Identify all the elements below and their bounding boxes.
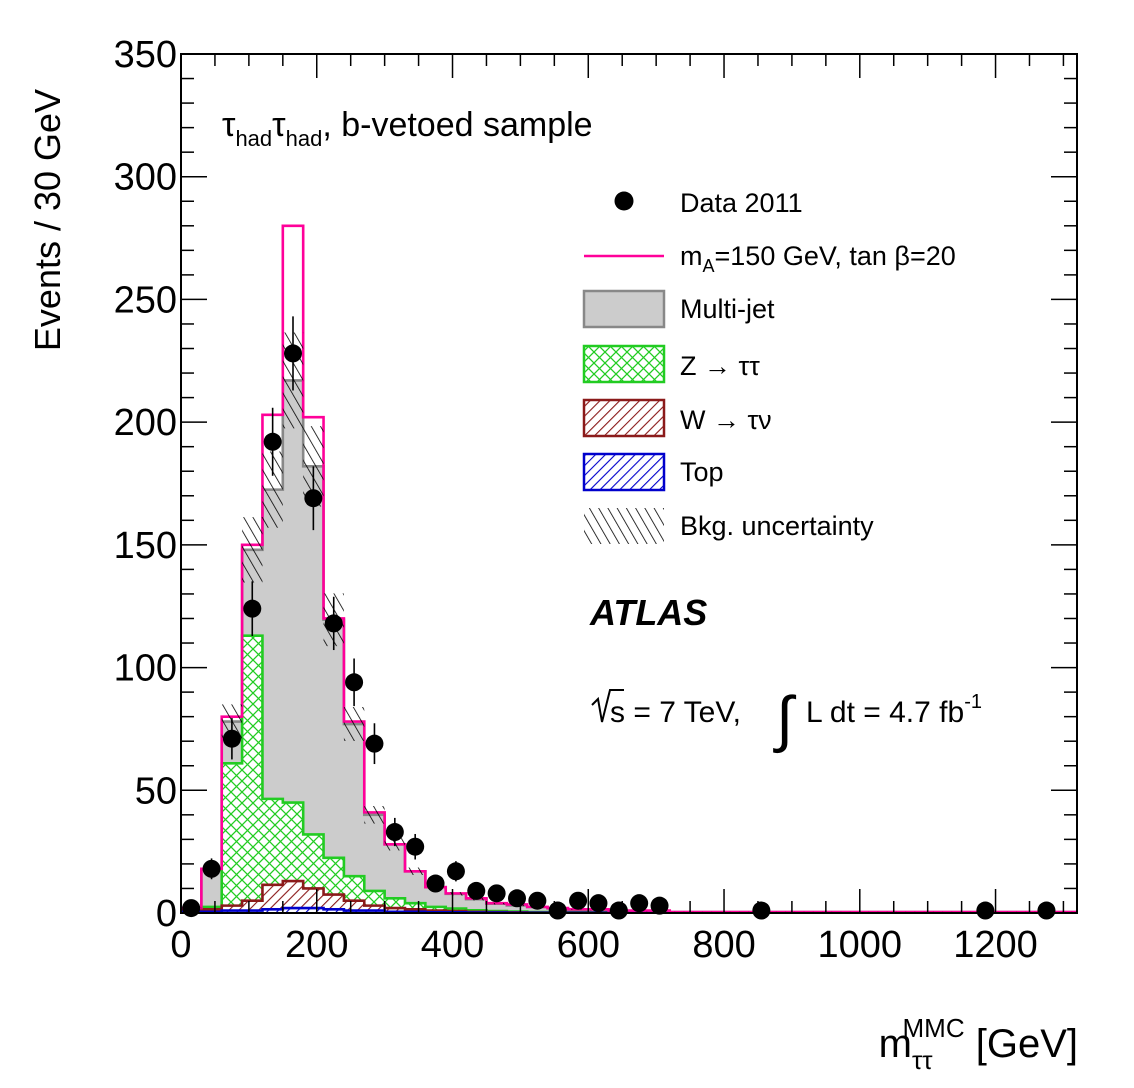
data-point — [202, 859, 221, 878]
legend-marker-top — [582, 452, 666, 492]
y-tick-label: 150 — [114, 525, 177, 567]
x-tick-label: 400 — [421, 924, 484, 966]
data-point — [467, 881, 486, 900]
lumi-text: L dt = 4.7 fb-1 — [806, 691, 982, 729]
legend-label-uncertainty: Bkg. uncertainty — [680, 511, 874, 541]
y-tick-label: 0 — [156, 893, 177, 935]
x-tick-label: 800 — [692, 924, 755, 966]
y-tick-label: 200 — [114, 402, 177, 444]
x-tick-label: 200 — [285, 924, 348, 966]
legend-label-wtaunu: W → τν — [680, 405, 772, 435]
y-tick-label: 250 — [114, 279, 177, 321]
channel-annotation: τhadτhad, b-vetoed sample — [222, 106, 593, 151]
legend-marker-uncertainty — [584, 508, 664, 544]
legend-label-data: Data 2011 — [680, 188, 803, 218]
data-point — [487, 884, 506, 903]
annotation-tau-1: τ — [222, 106, 236, 144]
y-tick-labels: 0 50 100 150 200 250 300 350 — [114, 34, 177, 935]
x-axis-title-unit: [GeV] — [965, 1022, 1078, 1066]
legend-marker-data — [614, 191, 634, 211]
data-point — [406, 837, 425, 856]
data-point — [182, 899, 201, 918]
legend: Data 2011 mA=150 GeV, tan β=20 Multi-jet… — [582, 188, 956, 544]
data-point — [752, 901, 771, 920]
data-point — [630, 894, 649, 913]
data-point — [609, 901, 628, 920]
sqrt-symbol — [591, 689, 624, 723]
legend-marker-wtaunu — [582, 398, 666, 438]
axis-ticks — [180, 53, 1077, 914]
annotation-had-1: had — [235, 126, 272, 151]
data-point — [1037, 901, 1056, 920]
legend-signal-sub: A — [703, 256, 715, 276]
legend-label-multijet: Multi-jet — [680, 294, 775, 324]
x-axis-title-main: m — [879, 1022, 912, 1066]
legend-label-ztautau: Z → ττ — [680, 351, 760, 381]
x-tick-labels: 0 200 400 600 800 1000 1200 — [170, 924, 1037, 966]
x-axis-title-sup: MMC — [903, 1013, 965, 1043]
data-point — [284, 344, 302, 363]
legend-label-top: Top — [680, 457, 724, 487]
experiment-label: ATLAS — [589, 592, 707, 633]
data-point — [650, 896, 669, 915]
data-points — [182, 316, 1056, 920]
data-point — [446, 862, 465, 881]
y-tick-label: 350 — [114, 34, 177, 76]
x-axis-title: mττMMC [GeV] — [879, 1013, 1078, 1075]
data-point — [508, 889, 526, 908]
sqrt-s-text: s = 7 TeV, — [610, 696, 741, 729]
y-tick-label: 50 — [135, 770, 177, 812]
annotation-sample-text: b-vetoed sample — [332, 106, 593, 144]
annotation-sep: , — [322, 106, 331, 144]
x-tick-label: 1000 — [818, 924, 903, 966]
data-point — [263, 432, 282, 451]
x-tick-label: 0 — [170, 924, 191, 966]
data-point — [426, 874, 445, 893]
annotation-had-2: had — [286, 126, 323, 151]
integral-symbol: ∫ — [773, 685, 797, 754]
data-point — [528, 891, 547, 910]
legend-label-signal: mA=150 GeV, tan β=20 — [680, 241, 956, 276]
data-point — [345, 673, 364, 692]
data-point — [365, 734, 384, 753]
data-point — [589, 894, 608, 913]
data-point — [222, 729, 241, 748]
legend-marker-ztautau — [582, 344, 666, 384]
lumi-value: L dt = 4.7 fb — [806, 696, 964, 729]
legend-signal-rest: =150 GeV, tan β=20 — [715, 241, 956, 271]
x-axis-title-sub: ττ — [912, 1045, 933, 1075]
annotation-tau-2: τ — [272, 106, 286, 144]
plot-frame — [180, 53, 1078, 914]
data-point — [569, 891, 588, 910]
y-tick-label: 300 — [114, 157, 177, 199]
x-tick-label: 1200 — [953, 924, 1038, 966]
x-tick-label: 600 — [557, 924, 620, 966]
data-point — [243, 599, 262, 618]
data-point — [304, 489, 323, 508]
data-point — [976, 901, 995, 920]
data-point — [548, 901, 567, 920]
legend-signal-m: m — [680, 241, 703, 271]
legend-marker-multijet — [582, 289, 666, 329]
lumi-exponent: -1 — [964, 691, 982, 713]
y-axis-title: Events / 30 GeV — [27, 89, 68, 351]
lumi-label: s = 7 TeV, ∫ L dt = 4.7 fb-1 — [591, 685, 982, 754]
data-point — [385, 823, 404, 842]
data-point — [324, 614, 343, 633]
y-tick-label: 100 — [114, 648, 177, 690]
